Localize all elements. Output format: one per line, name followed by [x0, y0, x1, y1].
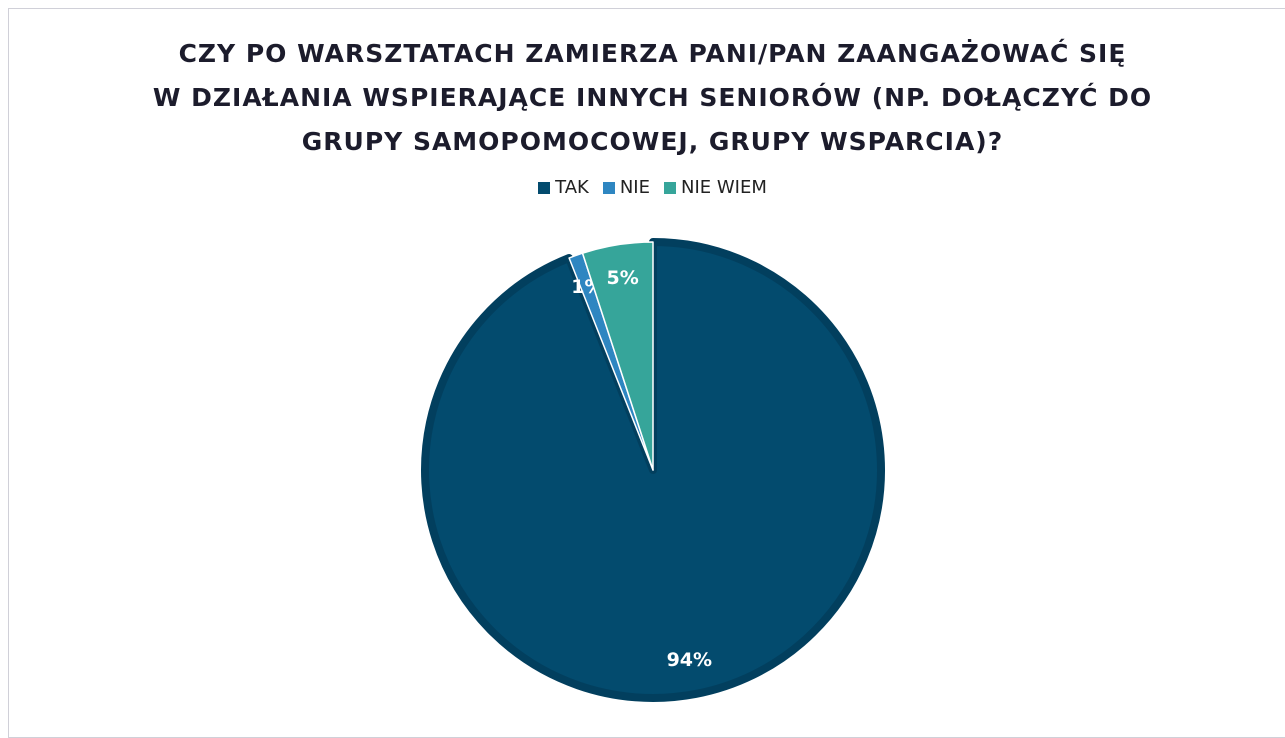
- data-label: 94%: [667, 649, 712, 671]
- pie-slice: [581, 241, 654, 471]
- legend: TAK NIE NIE WIEM: [0, 177, 1285, 198]
- legend-swatch: [538, 181, 551, 194]
- title-line: CZY PO WARSZTATACH ZAMIERZA PANI/PAN ZAA…: [178, 39, 1127, 68]
- legend-item: NIE: [602, 177, 650, 198]
- data-label: 5%: [607, 267, 639, 289]
- chart-title: CZY PO WARSZTATACH ZAMIERZA PANI/PAN ZAA…: [0, 32, 1285, 164]
- pie-slice: [421, 238, 885, 702]
- title-line: GRUPY SAMOPOMOCOWEJ, GRUPY WSPARCIA)?: [301, 127, 1004, 156]
- legend-label: NIE WIEM: [680, 177, 767, 198]
- legend-swatch: [602, 181, 615, 194]
- chart: 94%1% 5%: [421, 238, 885, 702]
- page: CZY PO WARSZTATACH ZAMIERZA PANI/PAN ZAA…: [0, 8, 1285, 738]
- legend-item: TAK: [538, 177, 589, 198]
- legend-swatch: [663, 181, 676, 194]
- title-line: W DZIAŁANIA WSPIERAJĄCE INNYCH SENIORÓW …: [152, 83, 1153, 112]
- legend-item: NIE WIEM: [663, 177, 767, 198]
- legend-label: NIE: [619, 177, 650, 198]
- legend-label: TAK: [555, 177, 589, 198]
